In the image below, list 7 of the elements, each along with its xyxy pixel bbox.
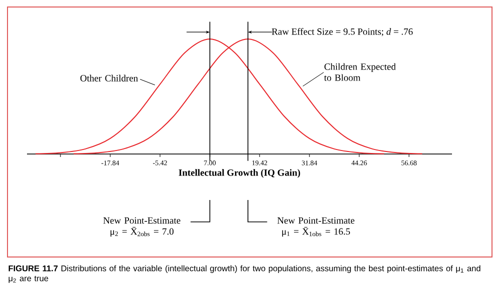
text: FIGURE 11.7 Distributions of the variable (intellectual growth) for two populations, assuming the best point-estimates of μ$_{1}$ and μ$_{2}$ are true	[8, 265, 480, 283]
text: New Point-Estimate μ$_{1}$ = X̄$_{1obs}$ = 16.5	[277, 217, 354, 237]
text: Children Expected to Bloom	[324, 63, 396, 81]
text: New Point-Estimate μ$_{2}$ = X̄$_{2obs}$ = 7.0	[103, 217, 180, 237]
text: Other Children	[80, 74, 138, 82]
x-axis-title: Intellectual Growth (IQ Gain)	[178, 169, 300, 178]
text: Raw Effect Size = 9.5 Points; d = .76	[272, 28, 413, 36]
